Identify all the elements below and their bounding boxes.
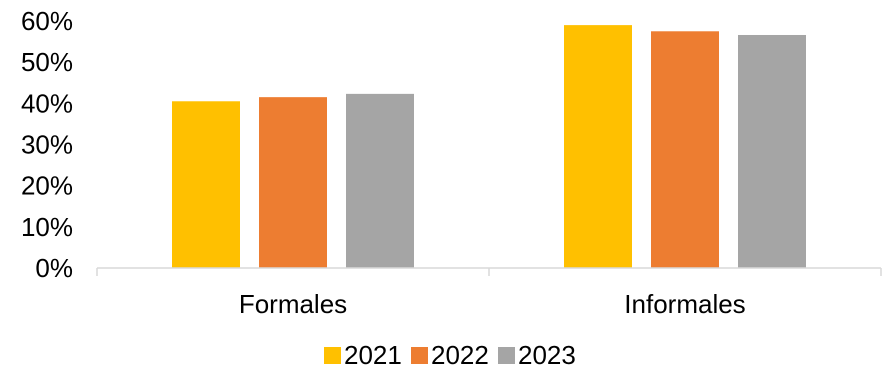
y-tick-label: 50%	[21, 47, 73, 77]
category-label: Formales	[239, 289, 347, 319]
legend-label: 2021	[344, 340, 402, 370]
bar-formales-2022	[259, 97, 327, 269]
legend-swatch-2022	[411, 347, 428, 364]
legend-label: 2022	[431, 340, 489, 370]
bar-informales-2021	[564, 25, 632, 268]
legend-swatch-2023	[498, 347, 515, 364]
bar-informales-2022	[651, 31, 719, 268]
y-tick-label: 10%	[21, 212, 73, 242]
x-axis-ticks	[96, 268, 882, 276]
bar-informales-2023	[738, 34, 806, 268]
y-tick-label: 20%	[21, 171, 73, 201]
y-tick-label: 40%	[21, 88, 73, 118]
bar-formales-2021	[172, 101, 240, 269]
legend: 2021 2022 2023	[324, 340, 576, 370]
bars	[172, 25, 806, 269]
legend-label: 2023	[518, 340, 576, 370]
y-axis-tick-labels: 0% 10% 20% 30% 40% 50% 60%	[21, 6, 73, 283]
bar-formales-2023	[346, 93, 414, 269]
category-labels: Formales Informales	[239, 289, 746, 319]
legend-swatch-2021	[324, 347, 341, 364]
y-tick-label: 0%	[35, 253, 73, 283]
y-tick-label: 30%	[21, 130, 73, 160]
category-label: Informales	[624, 289, 745, 319]
y-tick-label: 60%	[21, 6, 73, 36]
